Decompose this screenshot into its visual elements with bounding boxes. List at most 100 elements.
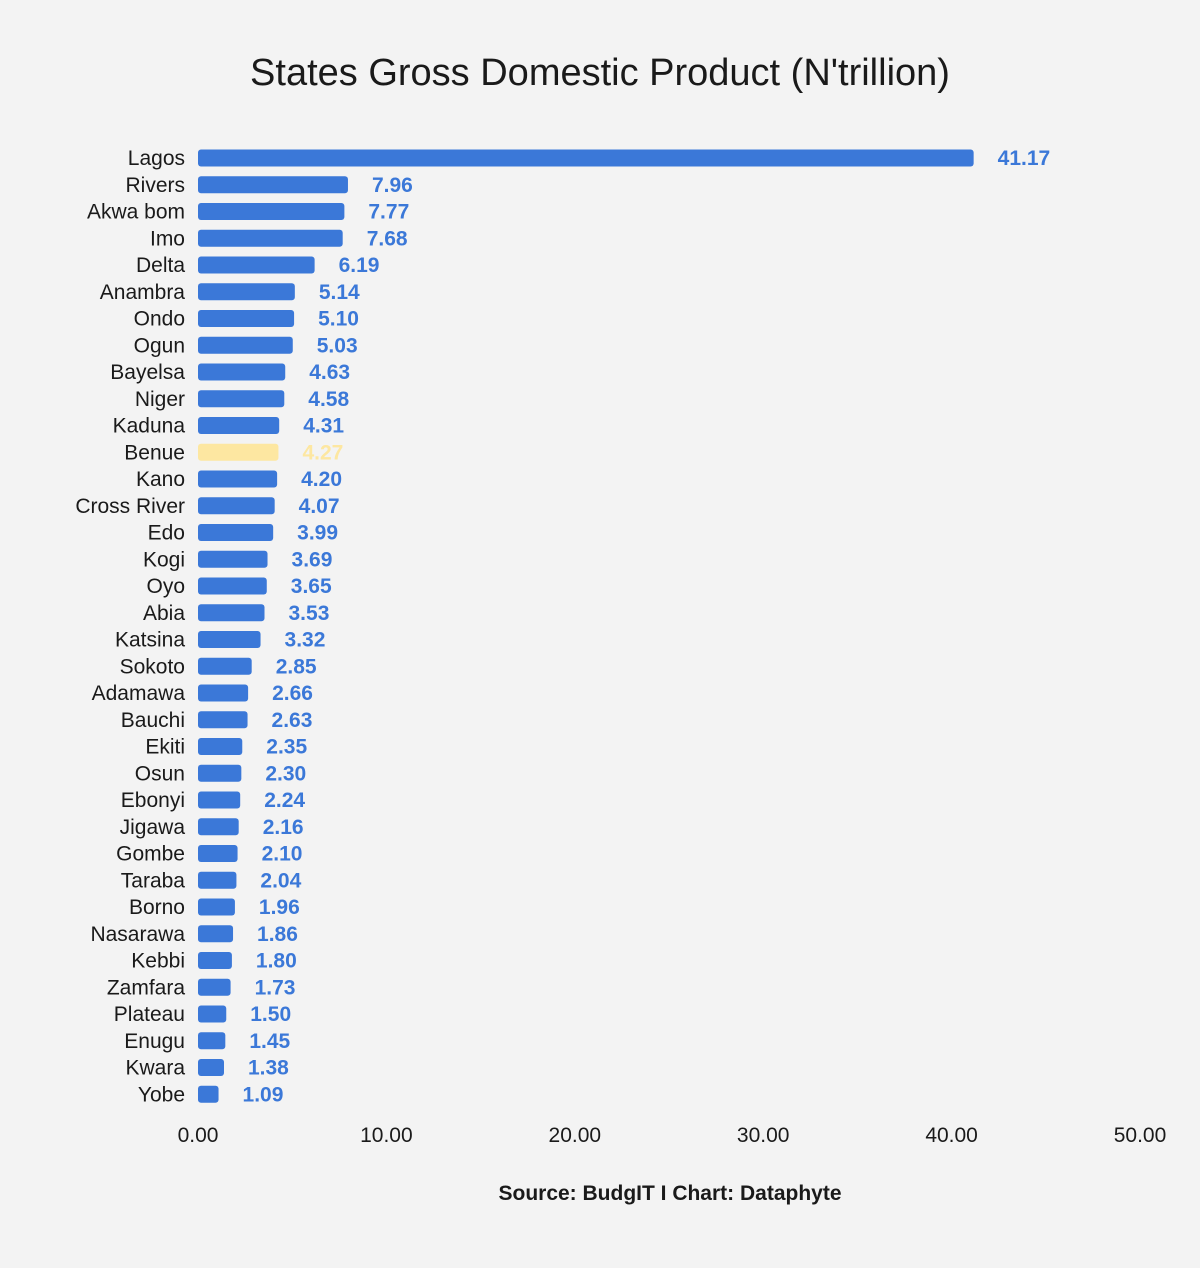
value-label-anambra: 5.14	[319, 281, 360, 304]
value-label-ogun: 5.03	[317, 334, 358, 357]
bar-ekiti	[198, 738, 243, 755]
bar-sokoto	[198, 657, 252, 675]
category-label-bayelsa: Bayelsa	[110, 361, 185, 384]
value-label-imo: 7.68	[367, 227, 408, 250]
value-label-benue: 4.27	[302, 441, 343, 464]
value-label-delta: 6.19	[339, 254, 380, 277]
value-label-ebonyi: 2.24	[264, 789, 305, 812]
category-label-ondo: Ondo	[134, 308, 185, 331]
category-label-oyo: Oyo	[146, 575, 185, 598]
bar-borno	[198, 898, 235, 916]
category-label-kogi: Kogi	[143, 548, 185, 571]
bar-adamawa	[198, 684, 249, 702]
x-tick-label: 40.00	[925, 1124, 978, 1147]
bar-taraba	[198, 871, 237, 889]
bar-bayelsa	[198, 363, 286, 381]
value-label-edo: 3.99	[297, 522, 338, 545]
category-label-katsina: Katsina	[115, 629, 185, 652]
category-label-ogun: Ogun	[134, 334, 185, 357]
category-label-anambra: Anambra	[100, 281, 186, 304]
bar-bauchi	[198, 711, 248, 729]
category-label-enugu: Enugu	[124, 1030, 185, 1053]
bar-edo	[198, 524, 274, 541]
bar-rivers	[198, 176, 348, 194]
value-label-sokoto: 2.85	[276, 655, 317, 678]
category-label-gombe: Gombe	[116, 843, 185, 866]
bar-akwa-bom	[198, 203, 345, 220]
bar-imo	[198, 229, 343, 247]
chart-title: States Gross Domestic Product (N'trillio…	[250, 52, 950, 94]
category-label-nasarawa: Nasarawa	[90, 923, 185, 946]
value-label-osun: 2.30	[265, 762, 306, 785]
bar-yobe	[198, 1085, 219, 1103]
bar-katsina	[198, 631, 261, 648]
value-label-plateau: 1.50	[250, 1003, 291, 1026]
category-label-rivers: Rivers	[125, 174, 185, 197]
bar-niger	[198, 390, 285, 408]
category-label-kano: Kano	[136, 468, 185, 491]
category-label-abia: Abia	[143, 602, 185, 625]
value-label-lagos: 41.17	[998, 147, 1051, 170]
value-label-ondo: 5.10	[318, 308, 359, 331]
category-label-delta: Delta	[136, 254, 185, 277]
value-label-enugu: 1.45	[249, 1030, 290, 1053]
value-label-akwa-bom: 7.77	[368, 201, 409, 224]
category-label-bauchi: Bauchi	[121, 709, 185, 732]
category-label-adamawa: Adamawa	[92, 682, 186, 705]
bar-benue	[198, 443, 279, 461]
category-label-ebonyi: Ebonyi	[121, 789, 185, 812]
bar-oyo	[198, 577, 267, 595]
value-label-cross-river: 4.07	[299, 495, 340, 518]
category-label-kwara: Kwara	[125, 1057, 185, 1080]
value-label-yobe: 1.09	[243, 1083, 284, 1106]
category-label-yobe: Yobe	[138, 1083, 185, 1106]
value-label-taraba: 2.04	[260, 869, 301, 892]
value-label-bauchi: 2.63	[272, 709, 313, 732]
bar-ogun	[198, 336, 293, 354]
value-label-rivers: 7.96	[372, 174, 413, 197]
value-label-abia: 3.53	[289, 602, 330, 625]
bar-zamfara	[198, 978, 231, 996]
category-label-plateau: Plateau	[114, 1003, 185, 1026]
bar-plateau	[198, 1005, 227, 1023]
category-label-jigawa: Jigawa	[120, 816, 186, 839]
source-note: Source: BudgIT I Chart: Dataphyte	[498, 1182, 842, 1205]
bar-delta	[198, 256, 315, 274]
category-label-lagos: Lagos	[128, 147, 185, 170]
category-label-borno: Borno	[129, 896, 185, 919]
bar-cross-river	[198, 497, 275, 515]
x-tick-label: 10.00	[360, 1124, 413, 1147]
x-tick-label: 0.00	[178, 1124, 219, 1147]
value-label-adamawa: 2.66	[272, 682, 313, 705]
bar-ebonyi	[198, 791, 241, 809]
category-label-edo: Edo	[148, 522, 185, 545]
category-label-sokoto: Sokoto	[120, 655, 185, 678]
value-label-jigawa: 2.16	[263, 816, 304, 839]
category-label-ekiti: Ekiti	[145, 736, 185, 759]
value-label-gombe: 2.10	[262, 843, 303, 866]
bar-kano	[198, 470, 278, 488]
bar-gombe	[198, 845, 238, 862]
value-label-borno: 1.96	[259, 896, 300, 919]
bar-lagos	[198, 149, 974, 167]
category-label-cross-river: Cross River	[75, 495, 185, 518]
bar-nasarawa	[198, 925, 234, 943]
bar-ondo	[198, 310, 295, 327]
value-label-kwara: 1.38	[248, 1057, 289, 1080]
bar-anambra	[198, 283, 295, 301]
bar-osun	[198, 764, 242, 782]
bar-kaduna	[198, 417, 280, 434]
value-label-zamfara: 1.73	[255, 976, 296, 999]
value-label-nasarawa: 1.86	[257, 923, 298, 946]
category-label-kebbi: Kebbi	[131, 950, 185, 973]
category-label-taraba: Taraba	[121, 869, 186, 892]
category-label-zamfara: Zamfara	[107, 976, 186, 999]
bar-jigawa	[198, 818, 239, 836]
x-tick-label: 20.00	[549, 1124, 602, 1147]
category-label-osun: Osun	[135, 762, 185, 785]
value-label-kebbi: 1.80	[256, 950, 297, 973]
bar-kwara	[198, 1059, 224, 1076]
value-label-niger: 4.58	[308, 388, 349, 411]
bar-abia	[198, 604, 265, 622]
x-tick-label: 50.00	[1114, 1124, 1167, 1147]
